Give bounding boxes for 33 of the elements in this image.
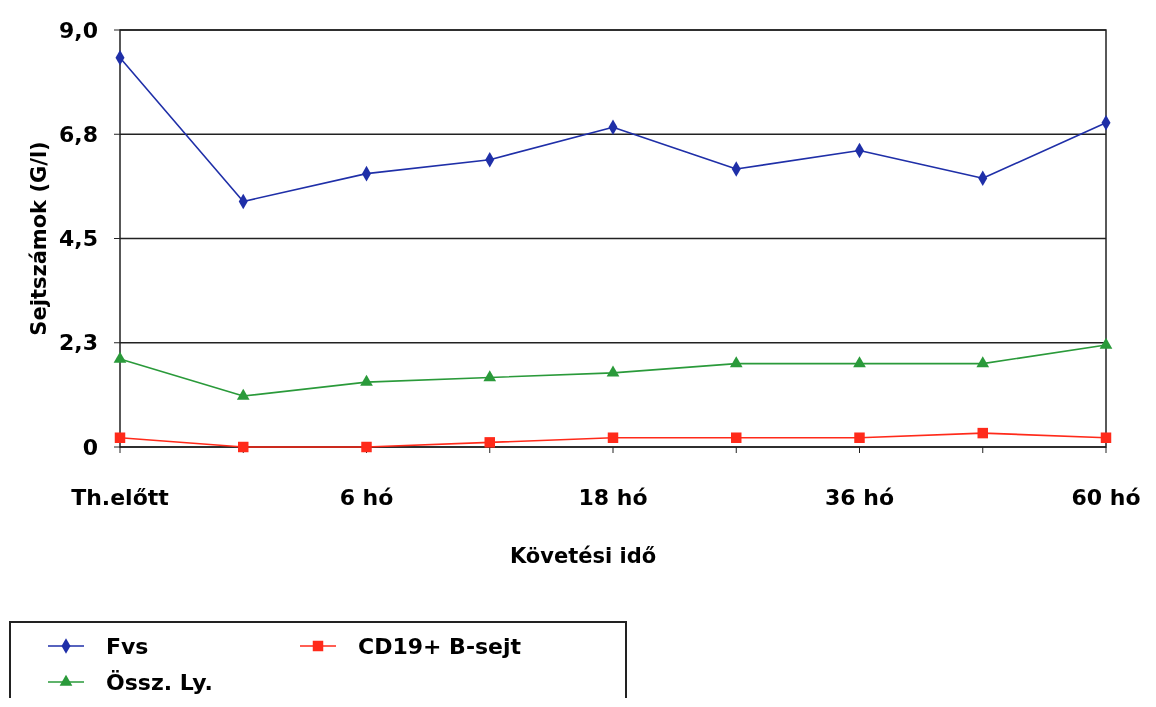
y-tick-label: 6,8: [59, 121, 98, 147]
point: [853, 356, 866, 368]
point: [483, 370, 497, 382]
point: [113, 351, 127, 363]
point: [361, 441, 372, 453]
x-tick-label: 6 hó: [339, 485, 394, 510]
x-tick-label: 36 hó: [824, 485, 895, 510]
point: [731, 432, 742, 443]
point: [976, 356, 990, 368]
x-axis-title: Követési idő: [509, 544, 657, 568]
legend-label: Fvs: [106, 633, 149, 659]
point: [854, 432, 865, 443]
x-tick-label: 60 hó: [1071, 485, 1141, 510]
y-tick-label: 2,3: [59, 330, 98, 356]
point: [977, 427, 988, 439]
legend-label: CD19+ B-sejt: [358, 633, 522, 659]
point: [607, 432, 619, 443]
legend-label: Össz. Ly.: [106, 669, 213, 695]
x-tick-label: 18 hó: [578, 485, 648, 510]
y-tick-label: 4,5: [59, 226, 98, 252]
y-tick-label: 0: [82, 434, 98, 460]
point: [1100, 432, 1112, 443]
x-tick-label: Th.előtt: [71, 485, 170, 510]
point: [1099, 337, 1113, 349]
y-tick-label: 9,0: [59, 17, 98, 43]
point: [236, 388, 250, 400]
point: [238, 441, 249, 453]
point: [606, 365, 620, 377]
y-axis-title: Sejtszámok (G/l): [27, 141, 51, 336]
point: [360, 374, 373, 386]
point: [484, 437, 495, 448]
point: [729, 356, 743, 368]
point: [114, 432, 126, 443]
